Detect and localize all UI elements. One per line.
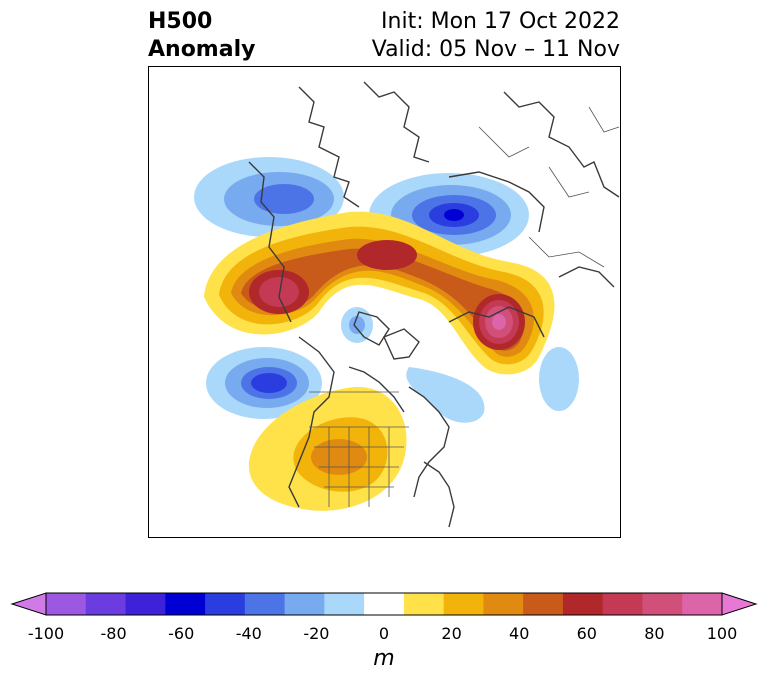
colorbar-segment (205, 593, 246, 615)
map-title: H500 Anomaly (148, 8, 255, 64)
colorbar-tick-label: 20 (441, 624, 462, 643)
coastlines (248, 81, 620, 528)
colorbar-tick-label: 100 (706, 624, 738, 643)
title-line-1: H500 (148, 9, 213, 34)
colorbar-tick-label: -20 (303, 624, 330, 643)
map-canvas (194, 81, 620, 528)
colorbar-segment (46, 593, 87, 615)
colorbar-segment (682, 593, 723, 615)
map-dates: Init: Mon 17 Oct 2022 Valid: 05 Nov – 11… (372, 8, 620, 64)
colorbar-segment (165, 593, 206, 615)
colorbar-segment (284, 593, 325, 615)
colorbar-tick-label: 60 (576, 624, 597, 643)
colorbar-segment (642, 593, 683, 615)
anomaly-map (148, 66, 621, 538)
colorbar-segment (403, 593, 445, 615)
colorbar-extend-max (721, 592, 758, 616)
negative-anomaly-left (206, 347, 322, 419)
colorbar-segment (85, 593, 127, 615)
colorbar-segment (523, 593, 564, 615)
negative-anomaly-pole (341, 307, 373, 343)
colorbar-frame (45, 592, 723, 616)
colorbar-tick-label: 0 (378, 624, 390, 643)
colorbar-segment (602, 593, 643, 615)
colorbar-segment (125, 593, 166, 615)
colorbar-segment (443, 593, 484, 615)
negative-anomaly-top-left (194, 157, 344, 237)
colorbar-segment (364, 593, 405, 615)
colorbar-segment (324, 593, 365, 615)
colorbar-segment (483, 593, 524, 615)
init-date: Init: Mon 17 Oct 2022 (381, 9, 620, 34)
colorbar-segment (562, 593, 604, 615)
political-borders (309, 106, 620, 507)
colorbar-tick-label: -40 (235, 624, 262, 643)
colorbar (10, 592, 758, 616)
colorbar-units: m (373, 646, 395, 671)
valid-range: Valid: 05 Nov – 11 Nov (371, 37, 620, 62)
positive-anomaly-arc (204, 211, 555, 375)
colorbar-extend-min (10, 592, 47, 616)
negative-anomaly-right (406, 347, 579, 423)
colorbar-segment (244, 593, 286, 615)
title-line-2: Anomaly (148, 37, 256, 62)
positive-anomaly-bottom (248, 386, 407, 511)
colorbar-tick-label: -100 (27, 624, 65, 643)
colorbar-tick-label: -60 (168, 624, 195, 643)
colorbar-tick-label: 40 (509, 624, 530, 643)
colorbar-tick-label: -80 (100, 624, 127, 643)
colorbar-tick-label: 80 (644, 624, 665, 643)
